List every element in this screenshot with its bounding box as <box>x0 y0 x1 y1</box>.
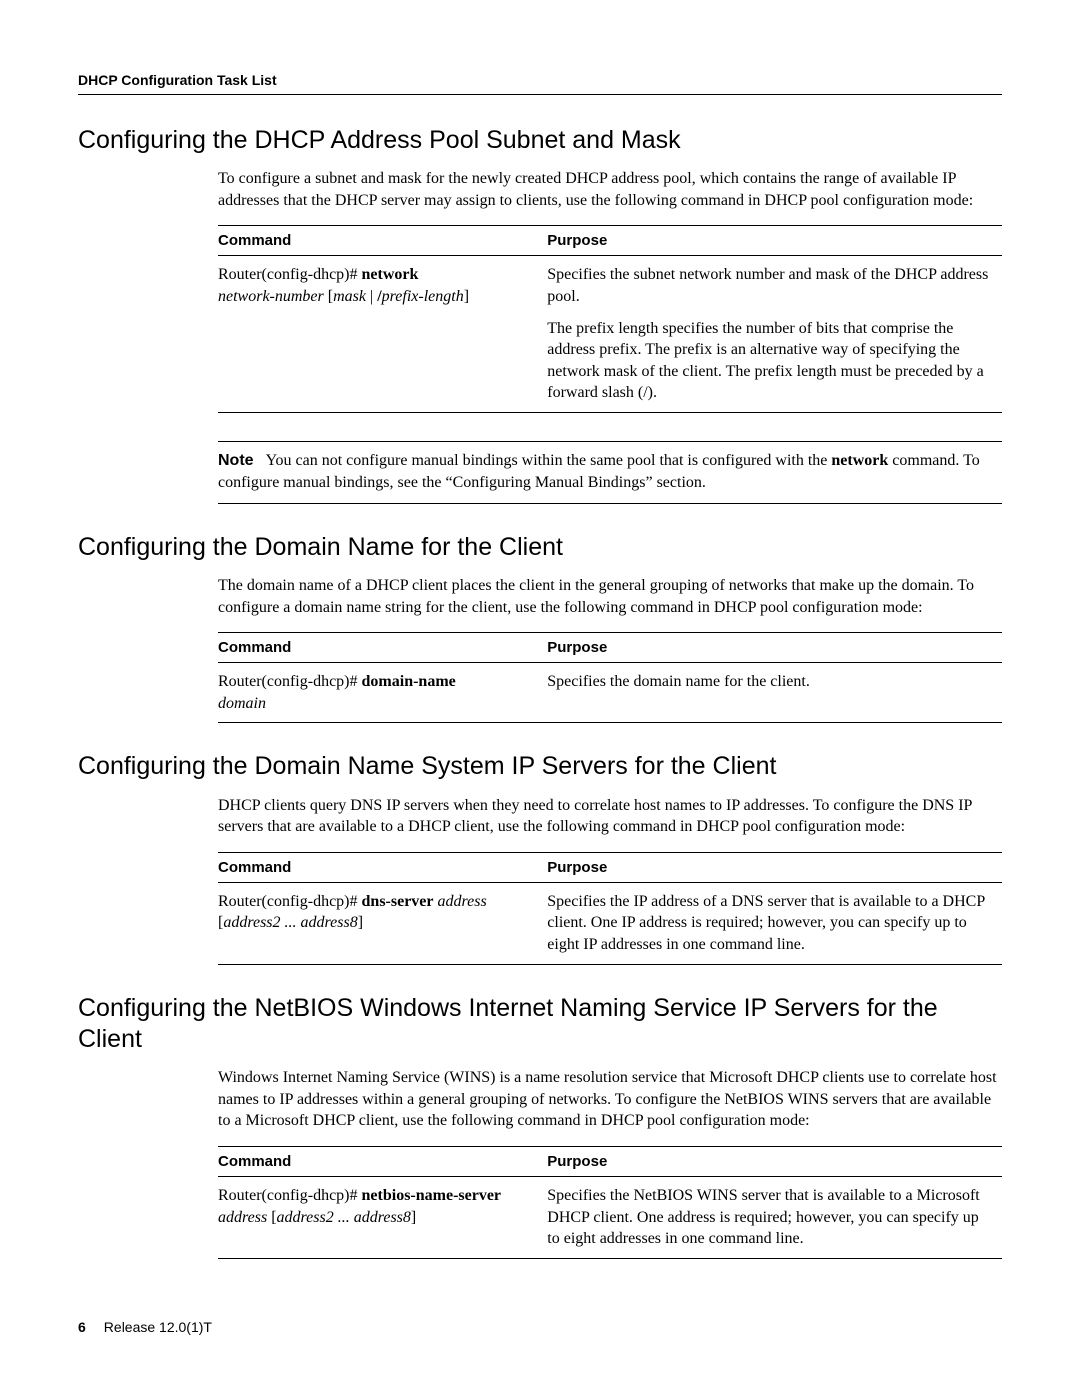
cmd-arg: mask <box>333 288 366 305</box>
section-heading-dns-servers: Configuring the Domain Name System IP Se… <box>78 751 1002 782</box>
cmd-text: ] <box>411 1209 416 1226</box>
table-row: Router(config-dhcp)# domain-name domain … <box>218 663 1002 723</box>
th-command: Command <box>218 633 547 663</box>
cmd-arg: address <box>434 893 487 910</box>
cmd-arg: address2 ... address8 <box>223 914 357 931</box>
command-table: Command Purpose Router(config-dhcp)# dns… <box>218 852 1002 965</box>
page-number: 6 <box>78 1319 86 1335</box>
section-body: DHCP clients query DNS IP servers when t… <box>218 795 1002 965</box>
note-block: Note You can not configure manual bindin… <box>218 441 1002 504</box>
th-purpose: Purpose <box>547 852 1002 882</box>
cmd-arg: network-number <box>218 288 324 305</box>
table-row: Router(config-dhcp)# network network-num… <box>218 256 1002 413</box>
cmd-prefix: Router(config-dhcp)# <box>218 893 362 910</box>
cmd-text: ] <box>358 914 363 931</box>
running-head: DHCP Configuration Task List <box>78 72 1002 88</box>
command-table: Command Purpose Router(config-dhcp)# dom… <box>218 632 1002 723</box>
table-row: Router(config-dhcp)# dns-server address … <box>218 882 1002 964</box>
cmd-text: [ <box>324 288 333 305</box>
section-body: The domain name of a DHCP client places … <box>218 575 1002 723</box>
purpose-cell: Specifies the subnet network number and … <box>547 256 1002 413</box>
cmd-arg: prefix-length <box>382 288 464 305</box>
cmd-prefix: Router(config-dhcp)# <box>218 266 362 283</box>
section-body: Windows Internet Naming Service (WINS) i… <box>218 1067 1002 1259</box>
cmd-arg: domain <box>218 695 266 712</box>
section-heading-netbios-wins: Configuring the NetBIOS Windows Internet… <box>78 993 1002 1056</box>
release-label: Release 12.0(1)T <box>104 1319 212 1335</box>
purpose-cell: Specifies the domain name for the client… <box>547 663 1002 723</box>
th-command: Command <box>218 852 547 882</box>
cmd-keyword: network <box>362 266 419 283</box>
page-footer: 6 Release 12.0(1)T <box>78 1319 1002 1335</box>
command-table: Command Purpose Router(config-dhcp)# net… <box>218 1146 1002 1259</box>
cmd-prefix: Router(config-dhcp)# <box>218 673 362 690</box>
table-row: Router(config-dhcp)# netbios-name-server… <box>218 1176 1002 1258</box>
th-command: Command <box>218 226 547 256</box>
th-purpose: Purpose <box>547 1146 1002 1176</box>
cmd-text: | <box>366 288 377 305</box>
note-bold-word: network <box>831 452 888 469</box>
cmd-text: ] <box>464 288 469 305</box>
command-cell: Router(config-dhcp)# dns-server address … <box>218 882 547 964</box>
cmd-keyword: domain-name <box>362 673 456 690</box>
purpose-cell: Specifies the NetBIOS WINS server that i… <box>547 1176 1002 1258</box>
note-label: Note <box>218 452 254 469</box>
th-purpose: Purpose <box>547 226 1002 256</box>
cmd-arg: address2 ... address8 <box>277 1209 411 1226</box>
intro-paragraph: To configure a subnet and mask for the n… <box>218 168 1002 211</box>
command-cell: Router(config-dhcp)# domain-name domain <box>218 663 547 723</box>
cmd-text: [ <box>267 1209 276 1226</box>
cmd-arg: address <box>218 1209 267 1226</box>
th-purpose: Purpose <box>547 633 1002 663</box>
cmd-prefix: Router(config-dhcp)# <box>218 1187 362 1204</box>
page-top-rule <box>78 94 1002 95</box>
command-cell: Router(config-dhcp)# netbios-name-server… <box>218 1176 547 1258</box>
intro-paragraph: The domain name of a DHCP client places … <box>218 575 1002 618</box>
command-table: Command Purpose Router(config-dhcp)# net… <box>218 225 1002 413</box>
command-cell: Router(config-dhcp)# network network-num… <box>218 256 547 413</box>
cmd-keyword: dns-server <box>362 893 434 910</box>
purpose-p2: The prefix length specifies the number o… <box>547 320 983 402</box>
purpose-cell: Specifies the IP address of a DNS server… <box>547 882 1002 964</box>
intro-paragraph: Windows Internet Naming Service (WINS) i… <box>218 1067 1002 1132</box>
intro-paragraph: DHCP clients query DNS IP servers when t… <box>218 795 1002 838</box>
section-body: To configure a subnet and mask for the n… <box>218 168 1002 504</box>
section-heading-domain-name: Configuring the Domain Name for the Clie… <box>78 532 1002 563</box>
purpose-p1: Specifies the subnet network number and … <box>547 266 988 305</box>
cmd-keyword: netbios-name-server <box>362 1187 502 1204</box>
section-heading-subnet-mask: Configuring the DHCP Address Pool Subnet… <box>78 125 1002 156</box>
th-command: Command <box>218 1146 547 1176</box>
note-text: You can not configure manual bindings wi… <box>266 452 832 469</box>
